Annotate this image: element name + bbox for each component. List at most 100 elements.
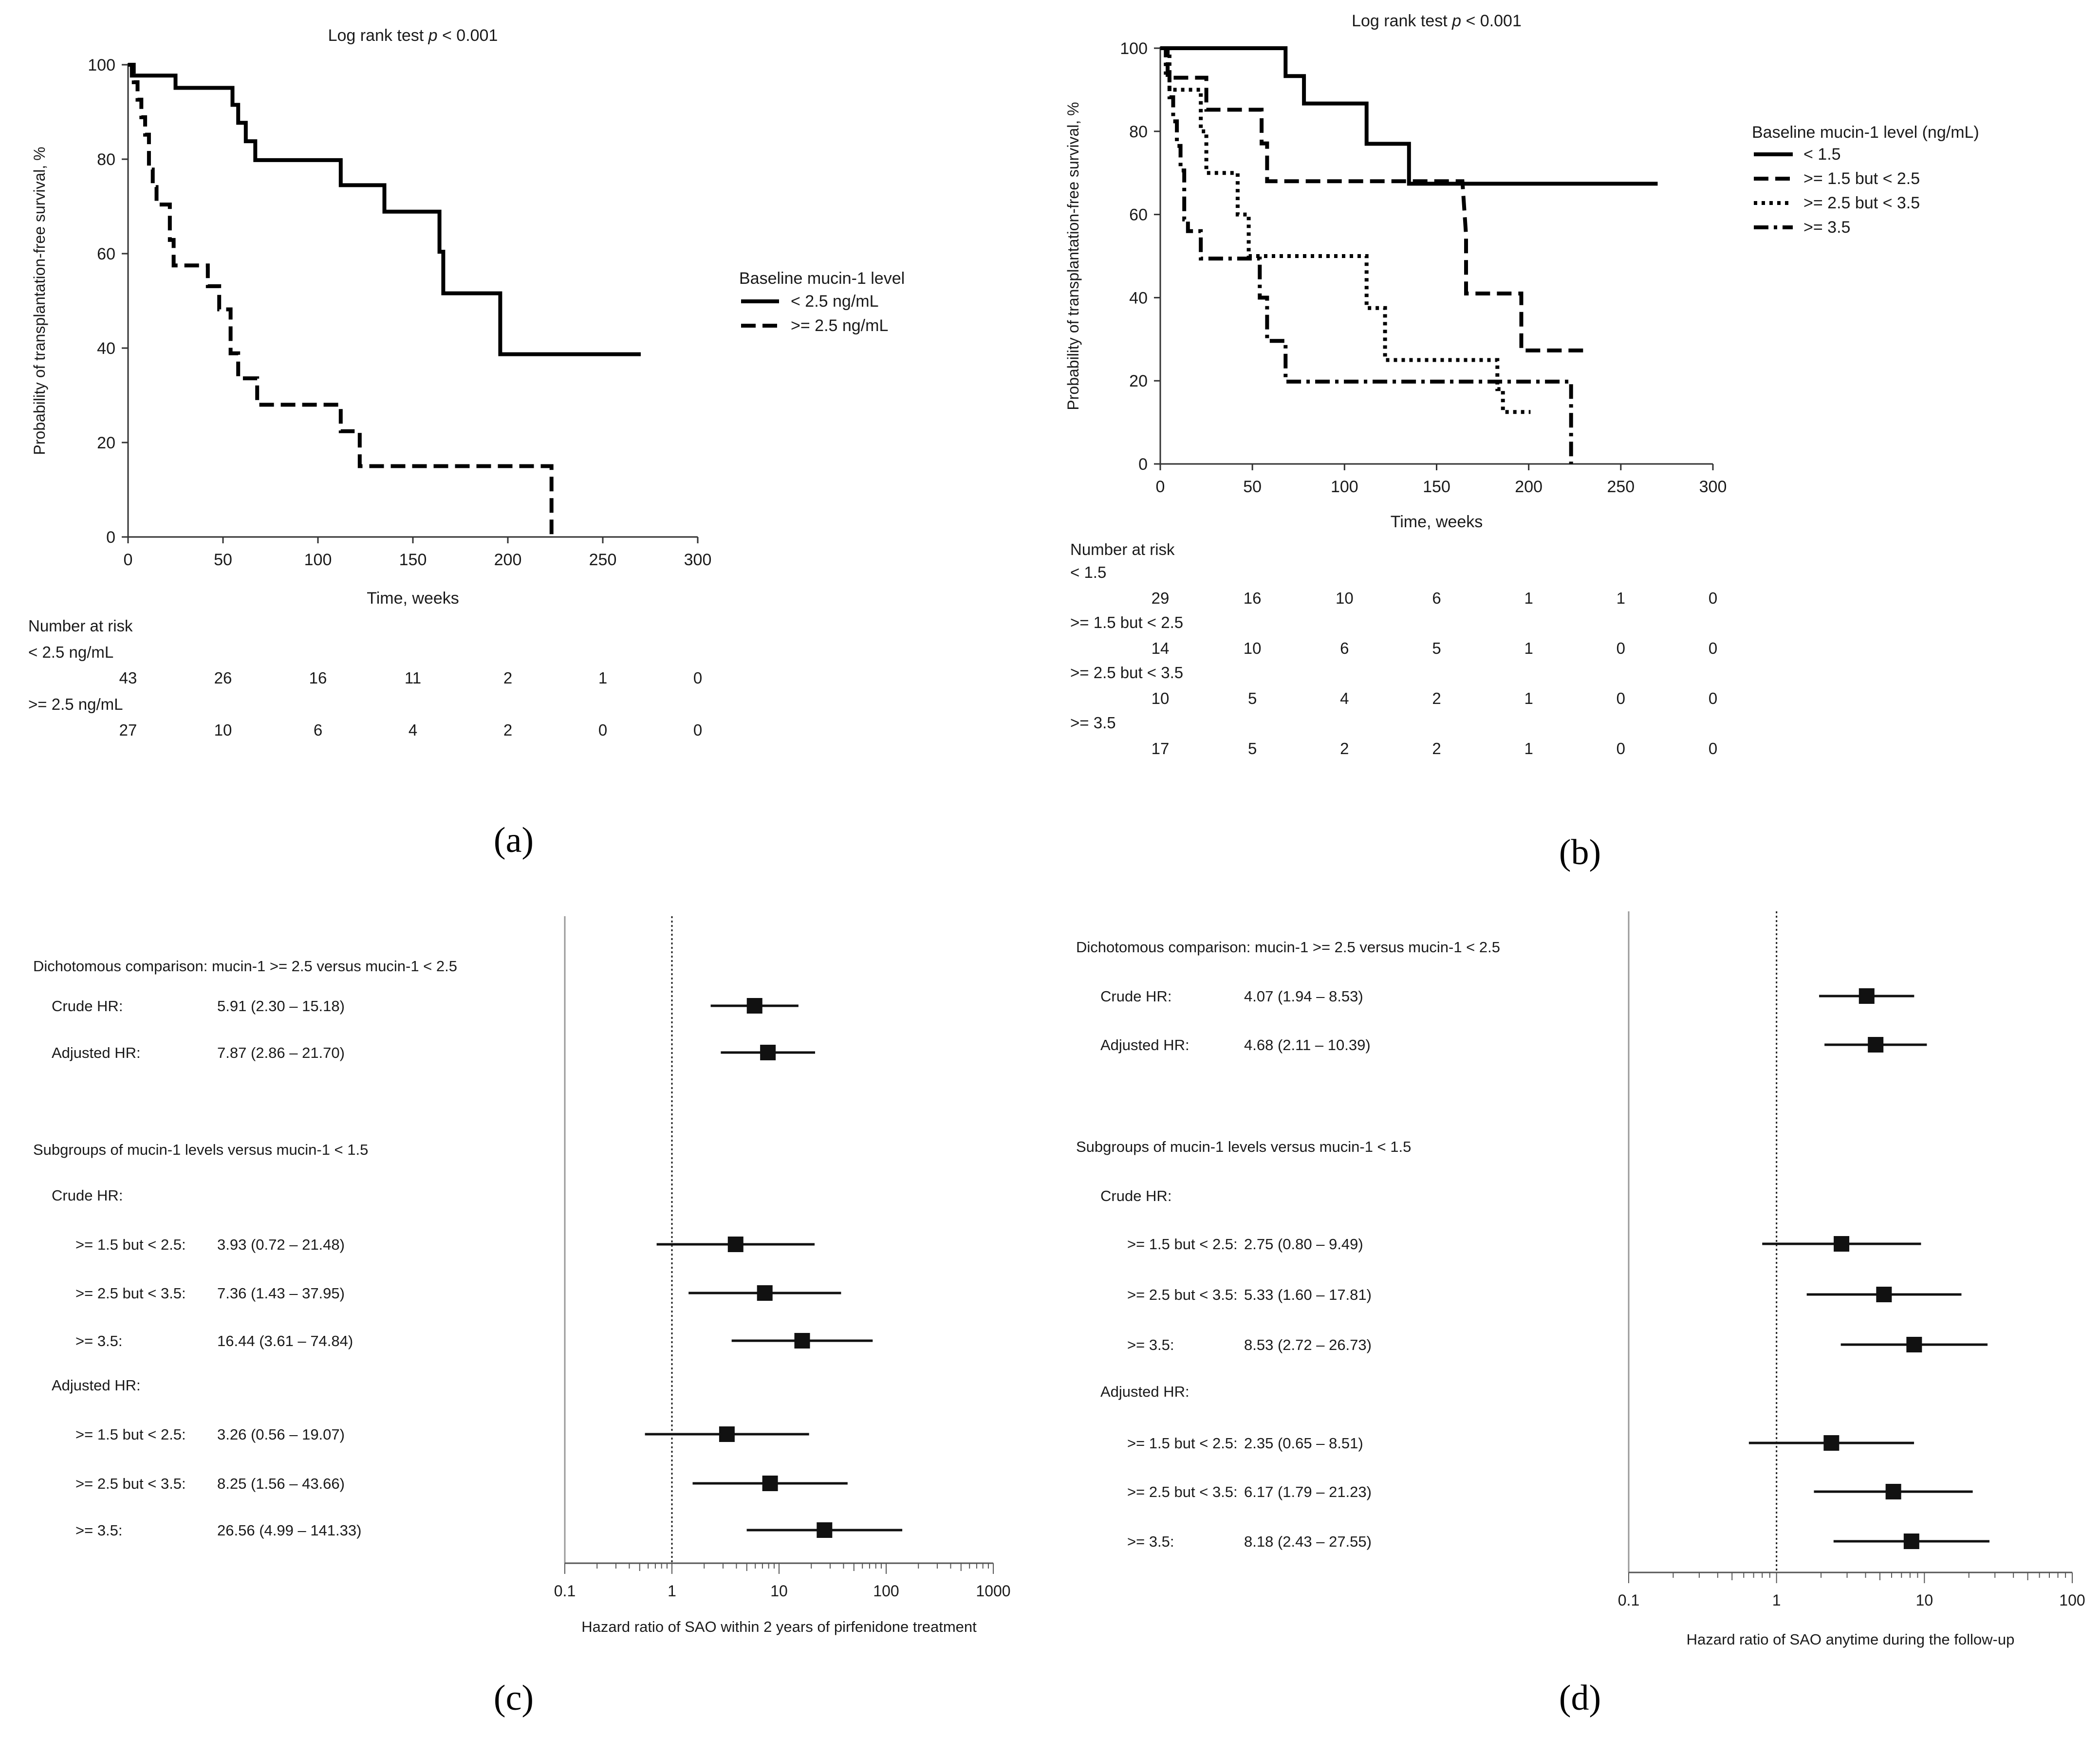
risk-table-count: 2 xyxy=(503,669,512,687)
risk-table-count: 2 xyxy=(1340,739,1349,758)
km-title-suffix: < 0.001 xyxy=(438,26,498,45)
km-legend-label: < 2.5 ng/mL xyxy=(791,292,879,311)
risk-table-count: 10 xyxy=(214,721,232,739)
km-legend-label: >= 1.5 but < 2.5 xyxy=(1803,169,1920,188)
km-series-line-1 xyxy=(128,63,641,356)
forest-row-estimate-text: 7.87 (2.86 – 21.70) xyxy=(217,1044,345,1061)
forest-x-tick-label: 10 xyxy=(770,1582,788,1600)
km-legend-label: < 1.5 xyxy=(1803,145,1841,164)
risk-table-count: 10 xyxy=(1152,689,1170,707)
forest-row-estimate-text: 4.68 (2.11 – 10.39) xyxy=(1244,1036,1371,1053)
risk-table-group-label: < 1.5 xyxy=(1070,563,1106,581)
forest-row-estimate-text: 8.18 (2.43 – 27.55) xyxy=(1244,1533,1372,1550)
km-y-tick-label: 20 xyxy=(1129,372,1148,390)
forest-row-label: >= 3.5: xyxy=(1127,1336,1174,1353)
km-x-tick-label: 0 xyxy=(1156,478,1165,496)
risk-table-count: 0 xyxy=(1709,639,1717,657)
risk-table-count: 11 xyxy=(405,669,421,687)
forest-row-label: >= 1.5 but < 2.5: xyxy=(75,1426,186,1443)
forest-row-label: Crude HR: xyxy=(52,998,123,1015)
km-y-tick-label: 80 xyxy=(1129,123,1148,141)
forest-row-label: Adjusted HR: xyxy=(1100,1036,1189,1053)
risk-table-group-label: >= 2.5 but < 3.5 xyxy=(1070,664,1183,682)
km-legend-title: Baseline mucin-1 level xyxy=(739,269,905,288)
km-series-line-4 xyxy=(1160,46,1573,464)
km-y-tick-label: 20 xyxy=(97,434,115,452)
risk-table-count: 0 xyxy=(1617,689,1625,707)
km-legend-label: >= 2.5 but < 3.5 xyxy=(1803,194,1920,212)
risk-table-count: 1 xyxy=(1524,589,1533,607)
forest-point-marker xyxy=(1823,1435,1840,1451)
forest-point-marker xyxy=(757,1285,773,1301)
km-y-tick-label: 100 xyxy=(88,56,115,74)
forest-group-header: Subgroups of mucin-1 levels versus mucin… xyxy=(1076,1138,1411,1155)
forest-x-axis-label: Hazard ratio of SAO within 2 years of pi… xyxy=(581,1618,977,1635)
km-x-axis-label: Time, weeks xyxy=(1391,513,1483,531)
km-legend-title: Baseline mucin-1 level (ng/mL) xyxy=(1752,123,1979,142)
km-y-tick-label: 0 xyxy=(106,528,115,547)
forest-row-estimate-text: 5.91 (2.30 – 15.18) xyxy=(217,998,345,1015)
risk-table-count: 0 xyxy=(598,721,607,739)
forest-point-marker xyxy=(719,1426,735,1442)
forest-row-label: >= 3.5: xyxy=(75,1332,123,1349)
forest-x-tick-label: 100 xyxy=(2059,1591,2085,1609)
km-title-p: p xyxy=(428,26,438,45)
risk-table-count: 10 xyxy=(1336,589,1354,607)
forest-panel-c: 0.1 1 10 100 1000 Hazard ratio of SAO within … xyxy=(33,916,1011,1718)
forest-x-tick-label: 0.1 xyxy=(1618,1591,1639,1609)
forest-x-tick-label: 1000 xyxy=(976,1582,1010,1600)
forest-x-tick-label: 100 xyxy=(873,1582,899,1600)
panel-label: (b) xyxy=(1559,832,1601,872)
km-x-tick-label: 50 xyxy=(214,551,232,569)
forest-row-label: >= 2.5 but < 3.5: xyxy=(1127,1286,1238,1303)
forest-row-estimate-text: 26.56 (4.99 – 141.33) xyxy=(217,1522,361,1539)
forest-x-tick-label: 10 xyxy=(1916,1591,1933,1609)
km-y-tick-label: 0 xyxy=(1138,455,1148,474)
forest-row-estimate-text: 4.07 (1.94 – 8.53) xyxy=(1244,988,1363,1005)
km-y-axis-label: Probability of transplantation-free surv… xyxy=(1064,102,1082,410)
forest-x-tick-label: 1 xyxy=(1772,1591,1781,1609)
km-x-tick-label: 300 xyxy=(684,551,712,569)
forest-row-label: >= 2.5 but < 3.5: xyxy=(1127,1483,1238,1500)
risk-table-count: 10 xyxy=(1244,639,1262,657)
risk-table-header: Number at risk xyxy=(1070,540,1175,558)
forest-row-label: Crude HR: xyxy=(1100,988,1171,1005)
forest-row-label: >= 3.5: xyxy=(75,1522,123,1539)
km-x-tick-label: 300 xyxy=(1699,478,1727,496)
forest-row-label: >= 3.5: xyxy=(1127,1533,1174,1550)
forest-point-marker xyxy=(1858,988,1875,1004)
risk-table-count: 0 xyxy=(693,721,702,739)
risk-table-count: 26 xyxy=(214,669,232,687)
km-x-tick-label: 200 xyxy=(494,551,522,569)
forest-row-label: >= 1.5 but < 2.5: xyxy=(1127,1236,1238,1253)
forest-point-marker xyxy=(1906,1337,1922,1352)
km-x-tick-label: 150 xyxy=(1423,478,1450,496)
forest-row-estimate-text: 2.35 (0.65 – 8.51) xyxy=(1244,1435,1363,1452)
risk-table-count: 1 xyxy=(598,669,607,687)
forest-point-marker xyxy=(746,998,762,1014)
risk-table-count: 6 xyxy=(1432,589,1441,607)
risk-table-count: 29 xyxy=(1152,589,1170,607)
forest-point-marker xyxy=(817,1522,833,1538)
risk-table-header: Number at risk xyxy=(28,617,133,635)
risk-table-count: 2 xyxy=(503,721,512,739)
km-title-suffix: < 0.001 xyxy=(1461,12,1522,30)
risk-table-group-label: >= 2.5 ng/mL xyxy=(28,695,123,713)
risk-table-count: 5 xyxy=(1432,639,1441,657)
risk-table-count: 2 xyxy=(1432,739,1441,758)
km-title: Log rank test p < 0.001 xyxy=(328,26,498,45)
panel-label: (d) xyxy=(1559,1678,1601,1718)
km-y-axis-label: Probability of transplantation-free surv… xyxy=(31,147,48,455)
forest-row-label: >= 1.5 but < 2.5: xyxy=(1127,1435,1238,1452)
forest-row-label: >= 1.5 but < 2.5: xyxy=(75,1236,186,1253)
km-y-tick-label: 100 xyxy=(1120,39,1148,58)
km-x-tick-label: 50 xyxy=(1243,478,1262,496)
km-legend-label: >= 3.5 xyxy=(1803,218,1850,237)
forest-row-estimate-text: 3.93 (0.72 – 21.48) xyxy=(217,1236,345,1253)
forest-row-estimate-text: 3.26 (0.56 – 19.07) xyxy=(217,1426,345,1443)
km-title: Log rank test p < 0.001 xyxy=(1352,12,1522,30)
forest-point-marker xyxy=(1876,1287,1892,1302)
